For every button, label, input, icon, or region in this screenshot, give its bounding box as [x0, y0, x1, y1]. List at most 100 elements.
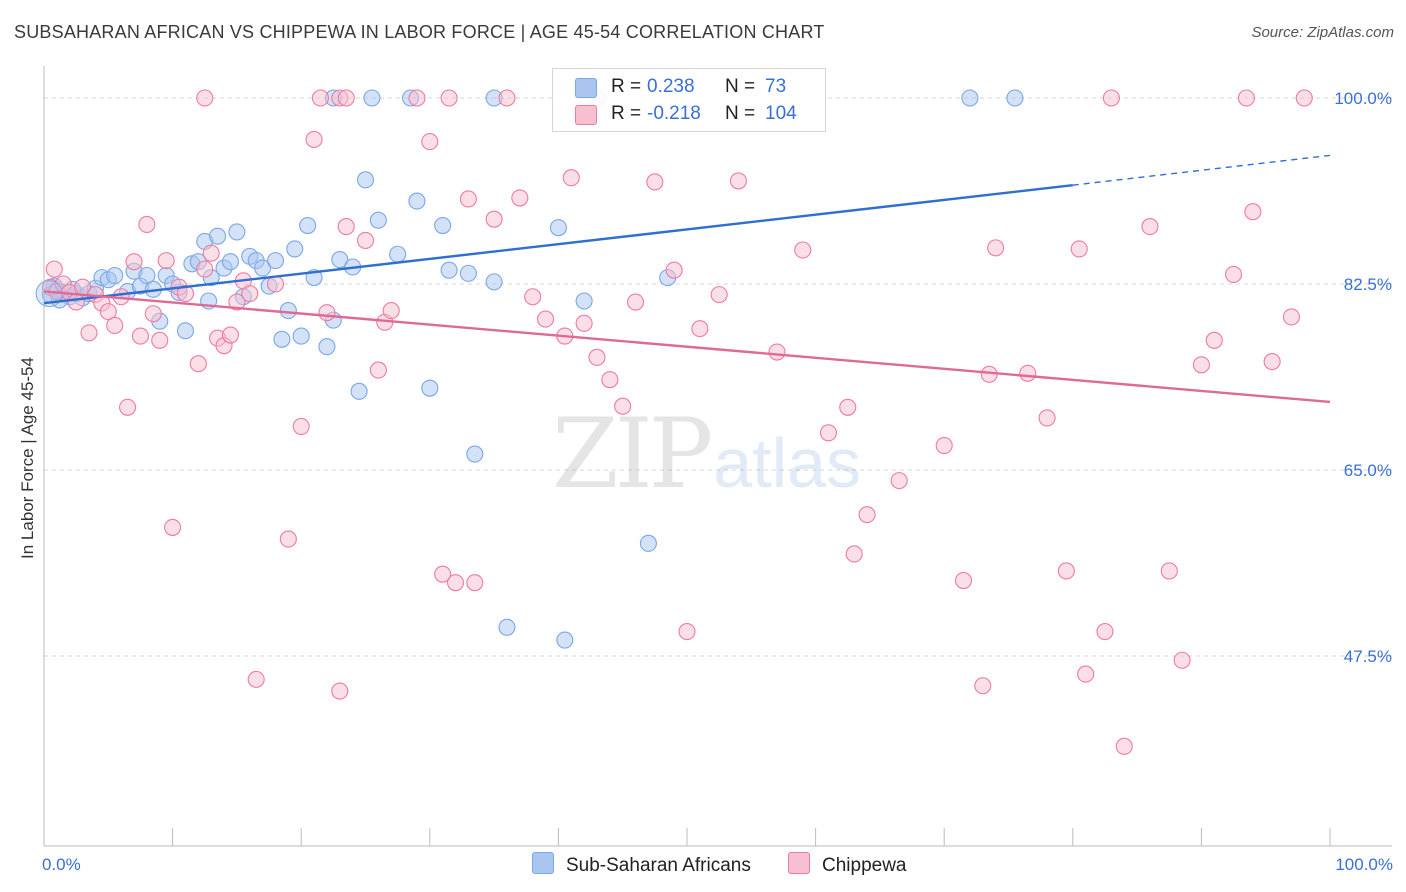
data-point — [247, 670, 265, 688]
data-point — [1225, 265, 1243, 283]
data-point — [646, 173, 664, 191]
data-point — [221, 326, 240, 344]
data-point — [254, 259, 272, 277]
data-point — [292, 417, 310, 435]
data-point — [318, 304, 336, 322]
data-point — [318, 338, 336, 356]
data-point — [601, 371, 619, 389]
n-label: N = — [725, 103, 756, 124]
series-chippewa — [41, 89, 1313, 755]
data-point — [890, 472, 908, 490]
data-point — [164, 518, 182, 536]
data-point — [369, 361, 387, 379]
legend-item-subsaharan[interactable]: Sub-Saharan Africans — [532, 852, 751, 877]
series-subsaharan — [41, 89, 1024, 649]
data-point — [151, 331, 169, 349]
data-point — [1160, 562, 1178, 580]
data-point — [408, 89, 426, 107]
data-point — [176, 322, 195, 340]
trend-line-chippewa — [43, 290, 1331, 404]
tick-labels: 47.5% 65.0% 82.5% 100.0% 0.0% 100.0% — [42, 89, 1393, 874]
stats-row-chippewa: R = -0.218 N = 104 — [553, 102, 825, 128]
r-label: R = — [611, 76, 642, 97]
data-point — [549, 219, 567, 237]
data-point — [1192, 356, 1210, 374]
data-point — [125, 253, 143, 271]
data-point — [311, 89, 330, 107]
data-point — [536, 310, 555, 328]
data-point — [961, 89, 979, 107]
data-point — [562, 169, 580, 187]
data-point — [305, 130, 323, 149]
data-point — [241, 285, 259, 303]
data-point — [729, 172, 747, 190]
data-point — [196, 89, 214, 107]
data-point — [845, 545, 863, 563]
data-point — [356, 171, 375, 189]
chart-source: Source: ZipAtlas.com — [1251, 24, 1394, 41]
data-point — [794, 241, 812, 259]
data-point — [1173, 651, 1191, 669]
data-point — [1205, 331, 1223, 349]
n-value: 104 — [765, 103, 797, 124]
data-point — [331, 251, 349, 269]
legend-item-chippewa[interactable]: Chippewa — [788, 852, 907, 877]
legend-swatch-chippewa — [788, 852, 810, 874]
data-point — [337, 89, 355, 107]
data-point — [498, 618, 516, 636]
y-tick-label: 65.0% — [1344, 461, 1392, 480]
data-point — [273, 330, 291, 348]
data-point — [1295, 89, 1313, 107]
data-point — [1038, 409, 1056, 427]
legend-swatch-subsaharan — [532, 852, 554, 874]
y-tick-label: 47.5% — [1344, 647, 1392, 666]
data-point — [356, 231, 375, 249]
data-point — [524, 288, 542, 306]
x-tick-label: 0.0% — [42, 855, 81, 874]
data-point — [1263, 353, 1281, 371]
data-point — [974, 677, 992, 695]
chart-title: SUBSAHARAN AFRICAN VS CHIPPEWA IN LABOR … — [14, 22, 825, 42]
data-point — [1282, 308, 1300, 326]
r-value: 0.238 — [647, 76, 695, 97]
data-point — [228, 293, 246, 311]
data-point — [350, 382, 368, 400]
data-point — [575, 314, 593, 332]
data-point — [157, 252, 175, 270]
data-point — [408, 192, 426, 210]
data-point — [279, 302, 297, 320]
data-point — [1237, 89, 1255, 107]
data-point — [459, 190, 477, 208]
data-point — [106, 316, 124, 335]
data-point — [511, 189, 529, 207]
data-point — [987, 239, 1005, 257]
data-point — [1019, 364, 1037, 382]
data-point — [954, 571, 973, 590]
chippewa-swatch — [575, 105, 597, 125]
y-axis-title: In Labor Force | Age 45-54 — [18, 357, 37, 559]
n-value: 73 — [765, 76, 787, 97]
data-point — [279, 530, 297, 548]
stats-row-subsaharan: R = 0.238 N = 73 — [553, 75, 825, 101]
data-point — [363, 89, 381, 107]
data-point — [935, 437, 953, 455]
data-point — [485, 273, 503, 291]
n-label: N = — [725, 76, 756, 97]
r-label: R = — [611, 103, 642, 124]
data-point — [369, 211, 387, 229]
x-tick-label: 100.0% — [1335, 855, 1393, 874]
data-point — [202, 244, 220, 262]
data-point — [710, 286, 728, 304]
data-point — [138, 215, 156, 234]
y-tick-label: 100.0% — [1334, 89, 1392, 108]
data-point — [389, 245, 407, 263]
data-point — [299, 216, 317, 235]
data-point — [221, 253, 240, 271]
stats-legend: R = 0.238 N = 73 R = -0.218 N = 104 — [552, 68, 826, 132]
data-point — [691, 320, 709, 338]
data-point — [1070, 240, 1088, 258]
data-points — [35, 89, 1313, 755]
data-point — [1244, 203, 1262, 221]
data-point — [466, 445, 484, 463]
